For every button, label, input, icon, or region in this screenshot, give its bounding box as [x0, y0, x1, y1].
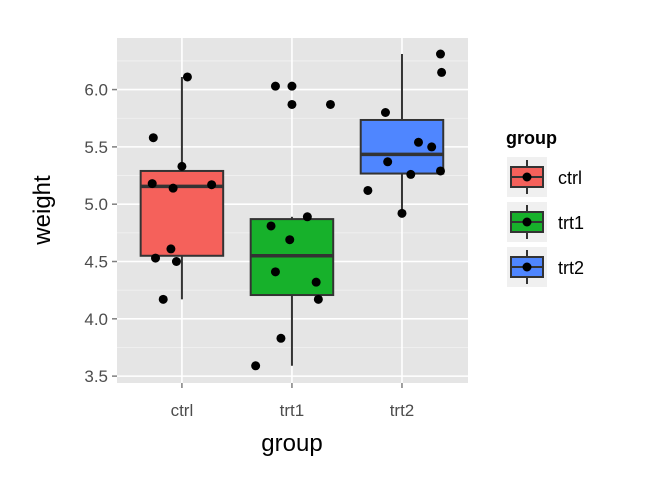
data-point-trt2: [435, 166, 445, 176]
legend-title: group: [506, 128, 557, 148]
data-point-trt2: [427, 142, 437, 152]
data-point-trt2: [397, 208, 407, 218]
data-point-ctrl: [171, 257, 181, 267]
data-point-trt2: [380, 108, 390, 118]
data-point-ctrl: [177, 161, 187, 171]
box-trt2: [359, 54, 445, 214]
legend-item-trt1: trt1: [507, 202, 584, 242]
y-tick-label: 5.0: [84, 195, 108, 214]
axes: 3.5 4.0 4.5 5.0 5.5 6.0 ctrl trt1 trt2: [84, 81, 414, 420]
data-point-ctrl: [147, 179, 157, 189]
legend-point-icon: [522, 262, 532, 272]
data-point-ctrl: [148, 133, 158, 143]
legend-item-trt2: trt2: [507, 247, 584, 287]
legend-label: trt2: [558, 258, 584, 278]
x-tick-label: trt1: [280, 401, 305, 420]
y-tick-label: 4.0: [84, 310, 108, 329]
data-point-trt1: [276, 333, 286, 343]
data-point-ctrl: [158, 294, 168, 304]
data-point-trt1: [251, 361, 261, 371]
data-point-ctrl: [168, 183, 178, 193]
data-point-trt2: [437, 67, 447, 77]
data-point-trt1: [313, 294, 323, 304]
data-point-trt2: [435, 49, 445, 59]
outlier-point: [287, 81, 297, 91]
x-tick-label: ctrl: [171, 401, 194, 420]
x-tick-label: trt2: [390, 401, 415, 420]
data-point-ctrl: [151, 253, 161, 263]
legend: group ctrl trt1 trt2: [506, 128, 584, 287]
y-tick-label: 5.5: [84, 138, 108, 157]
data-point-trt1: [325, 99, 335, 109]
y-axis-title: weight: [29, 175, 56, 246]
data-point-trt1: [270, 81, 280, 91]
legend-point-icon: [522, 217, 532, 227]
data-point-trt2: [383, 157, 393, 167]
box-rect: [359, 118, 445, 175]
data-point-ctrl: [207, 180, 217, 190]
legend-point-icon: [522, 172, 532, 182]
data-point-trt1: [302, 212, 312, 222]
data-point-trt1: [266, 221, 276, 231]
data-point-trt2: [363, 185, 373, 195]
data-point-ctrl: [182, 72, 192, 82]
y-tick-label: 3.5: [84, 367, 108, 386]
data-point-trt1: [285, 235, 295, 245]
legend-label: trt1: [558, 213, 584, 233]
data-point-trt1: [311, 277, 321, 287]
points: [147, 49, 447, 371]
y-tick-label: 6.0: [84, 81, 108, 100]
x-axis-title: group: [261, 430, 322, 457]
legend-label: ctrl: [558, 168, 582, 188]
outlier-point: [287, 99, 297, 109]
legend-item-ctrl: ctrl: [507, 157, 582, 197]
data-point-trt2: [413, 137, 423, 147]
data-point-trt1: [270, 267, 280, 277]
data-point-trt2: [406, 169, 416, 179]
y-tick-label: 4.5: [84, 253, 108, 272]
data-point-ctrl: [166, 244, 176, 254]
